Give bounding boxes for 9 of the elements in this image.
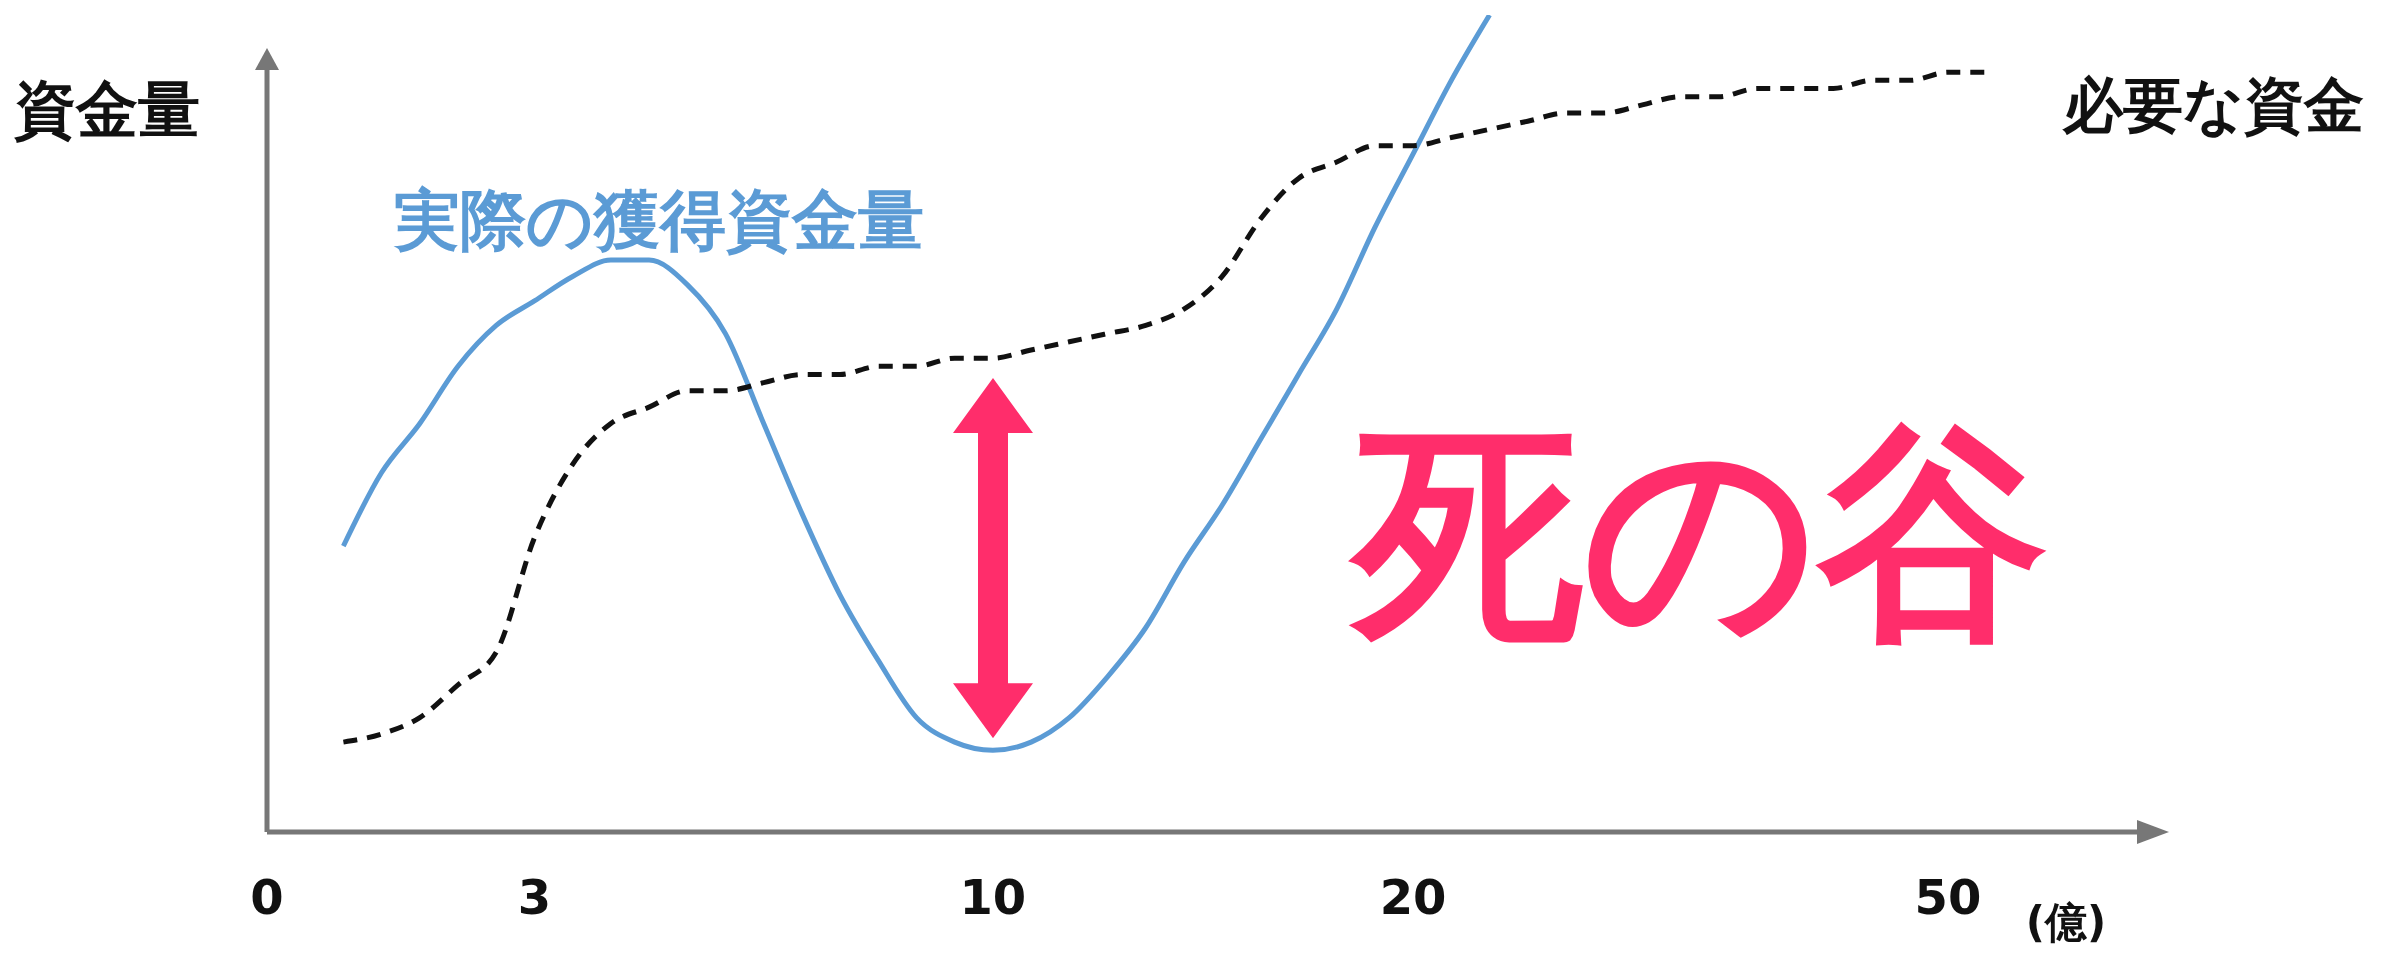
x-tick-label: 20	[1379, 869, 1447, 926]
series-label: 必要な資金	[2063, 69, 2364, 142]
y-axis-title: 資金量	[14, 72, 200, 148]
x-tick-label: 50	[1914, 869, 1982, 926]
x-axis-title: (億)	[2025, 897, 2107, 949]
x-tick-label: 10	[959, 869, 1027, 926]
x-tick-label: 0	[250, 869, 284, 926]
x-tick-label: 3	[517, 869, 552, 926]
series-label: 実際の獲得資金量	[394, 181, 924, 261]
